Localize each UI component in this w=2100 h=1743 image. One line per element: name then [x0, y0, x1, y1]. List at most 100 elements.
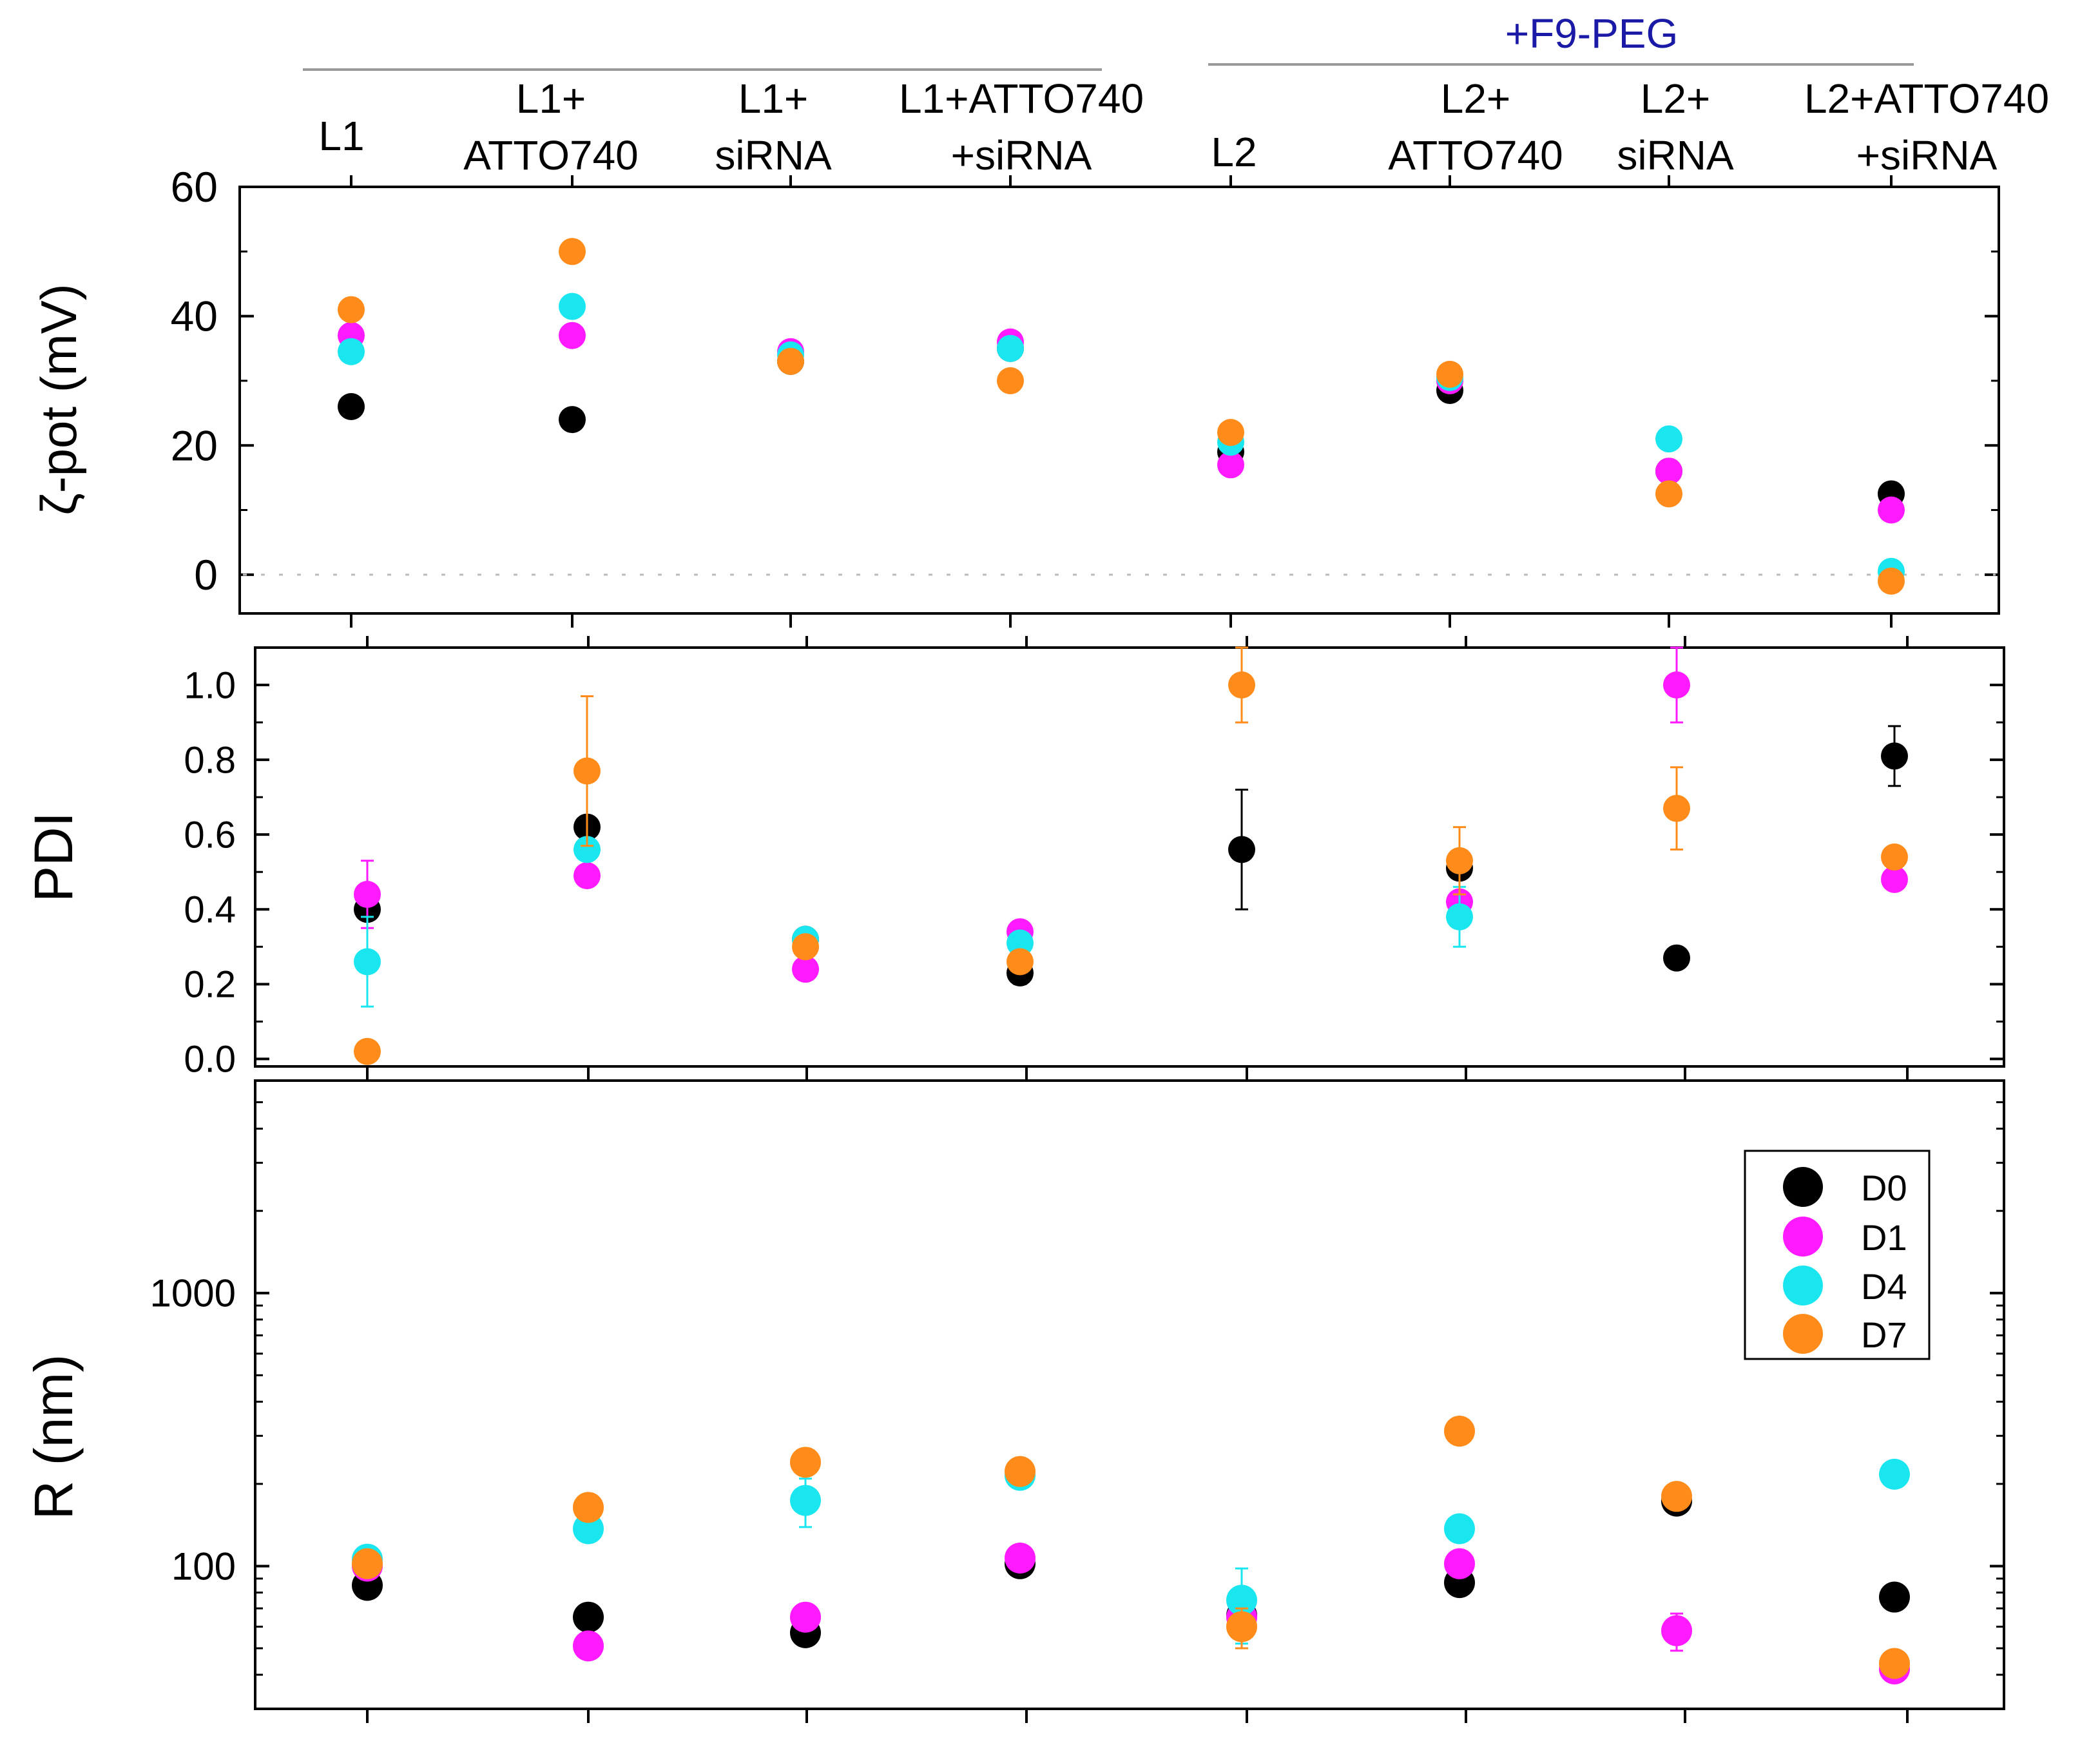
- zeta-point-d4-1: [338, 338, 365, 365]
- pdi-plot: 0.0 0.2 0.4 0.6 0.8 1.0: [184, 636, 2004, 1081]
- category-label-8-line-1: L2+ATTO740: [1804, 75, 2049, 122]
- radius-point-d7-6: [1444, 1416, 1475, 1447]
- radius-point-d7-3: [790, 1447, 821, 1478]
- pdi-point-d1-8: [1881, 865, 1908, 893]
- radius-point-d7-8: [1879, 1648, 1910, 1679]
- pdi-point-d7-1: [354, 1037, 381, 1065]
- pdi-y-tick-label: 0.0: [184, 1039, 236, 1081]
- zeta-point-d1-5: [1217, 451, 1244, 479]
- zeta-point-d7-7: [1655, 480, 1682, 508]
- zeta-point-d0-1: [338, 393, 365, 421]
- radius-point-d4-5: [1226, 1584, 1257, 1616]
- radius-point-d1-4: [1005, 1542, 1036, 1574]
- pdi-point-d1-3: [792, 956, 819, 983]
- zeta-y-tick-label: 20: [171, 421, 218, 469]
- pdi-point-d7-2: [573, 757, 601, 785]
- legend-label-d1: D1: [1861, 1217, 1907, 1258]
- zeta-panel-frame: [238, 186, 2000, 615]
- category-label-3-line-1: L1+: [738, 75, 809, 122]
- radius-point-d0-2: [573, 1601, 604, 1633]
- pdi-point-d4-4: [1007, 929, 1034, 957]
- category-label-4-line-1: L1+ATTO740: [899, 75, 1144, 122]
- category-label-7-line-2: siRNA: [1617, 132, 1734, 178]
- legend-label-d0: D0: [1861, 1168, 1907, 1208]
- radius-point-d7-1: [352, 1548, 383, 1579]
- pdi-point-d7-5: [1228, 671, 1255, 699]
- category-label-3-line-2: siRNA: [715, 132, 832, 178]
- radius-point-d7-4: [1005, 1456, 1036, 1487]
- zeta-y-tick-label: 60: [171, 163, 218, 211]
- zeta-y-tick-label: 40: [171, 293, 218, 340]
- legend-label-d7: D7: [1861, 1314, 1907, 1355]
- pdi-y-tick-label: 0.8: [184, 739, 236, 781]
- pdi-point-d0-7: [1663, 944, 1690, 972]
- pdi-y-axis-title: PDI: [23, 812, 84, 902]
- radius-point-d7-5: [1226, 1611, 1257, 1642]
- legend-marker-d0: [1783, 1167, 1823, 1207]
- zeta-point-d4-4: [997, 334, 1024, 362]
- zeta-y-axis-title: ζ-pot (mV): [30, 284, 87, 515]
- pdi-point-d1-1: [354, 881, 381, 909]
- category-label-6-line-1: L2+: [1441, 75, 1511, 122]
- category-label-6-line-2: ATTO740: [1388, 132, 1563, 178]
- zeta-point-d4-7: [1655, 425, 1682, 453]
- category-label-2-line-2: ATTO740: [463, 132, 639, 178]
- legend-marker-d1: [1783, 1217, 1823, 1257]
- pdi-y-tick-label: 0.4: [184, 889, 236, 931]
- zeta-point-d7-6: [1436, 360, 1463, 388]
- radius-point-d4-2: [573, 1513, 604, 1545]
- zeta-point-d7-1: [338, 296, 365, 323]
- pdi-y-tick-label: 0.2: [184, 964, 236, 1006]
- category-label-1-line-1: L1: [318, 113, 364, 159]
- zeta-point-d7-4: [997, 367, 1024, 394]
- radius-panel-frame: [254, 1079, 2005, 1710]
- radius-y-axis-title: R (nm): [23, 1354, 84, 1520]
- radius-point-d4-6: [1444, 1513, 1475, 1545]
- radius-point-d1-6: [1444, 1548, 1475, 1579]
- pdi-point-d7-3: [792, 933, 819, 961]
- zeta-point-d7-3: [777, 347, 804, 375]
- radius-point-d1-3: [790, 1601, 821, 1633]
- pdi-point-d1-7: [1663, 671, 1690, 699]
- radius-point-d4-8: [1879, 1458, 1910, 1490]
- legend: D0 D1 D4 D7: [1744, 1150, 1931, 1360]
- category-label-4-line-2: +siRNA: [951, 132, 1092, 178]
- zeta-potential-plot: 0 20 40 60: [171, 163, 1999, 628]
- legend-marker-d4: [1783, 1266, 1823, 1305]
- pdi-y-tick-label: 0.6: [184, 814, 236, 856]
- pdi-y-tick-label: 1.0: [184, 664, 236, 706]
- zeta-point-d4-2: [559, 293, 586, 320]
- radius-point-d4-3: [790, 1485, 821, 1516]
- zeta-point-d7-2: [559, 238, 586, 265]
- zeta-point-d0-2: [559, 406, 586, 434]
- legend-label-d4: D4: [1861, 1266, 1907, 1307]
- legend-marker-d7: [1783, 1314, 1823, 1354]
- category-label-5-line-1: L2: [1211, 129, 1257, 175]
- radius-plot: 100 1000: [150, 1069, 2004, 1723]
- pdi-point-d0-5: [1228, 836, 1255, 863]
- pdi-panel-frame: [254, 646, 2005, 1068]
- pdi-point-d7-7: [1663, 794, 1690, 822]
- category-label-2-line-1: L1+: [516, 75, 586, 122]
- pdi-point-d4-6: [1446, 903, 1473, 930]
- zeta-point-d1-8: [1878, 496, 1905, 524]
- zeta-point-d7-8: [1878, 567, 1905, 595]
- radius-point-d7-2: [573, 1492, 604, 1523]
- radius-point-d7-7: [1661, 1481, 1692, 1512]
- pdi-point-d7-6: [1446, 847, 1473, 874]
- pdi-point-d7-4: [1007, 948, 1034, 976]
- pdi-point-d7-8: [1881, 843, 1908, 871]
- pdi-point-d1-2: [573, 862, 601, 890]
- category-label-8-line-2: +siRNA: [1856, 132, 1998, 178]
- pdi-point-d0-8: [1881, 742, 1908, 770]
- pdi-point-d4-2: [573, 836, 601, 863]
- radius-point-d0-8: [1879, 1581, 1910, 1613]
- radius-y-tick-label: 1000: [150, 1272, 236, 1315]
- zeta-point-d7-5: [1217, 419, 1244, 447]
- radius-point-d1-2: [573, 1630, 604, 1662]
- legend-box: [1744, 1150, 1931, 1360]
- category-label-7-line-1: L2+: [1641, 75, 1711, 122]
- radius-point-d1-7: [1661, 1615, 1692, 1646]
